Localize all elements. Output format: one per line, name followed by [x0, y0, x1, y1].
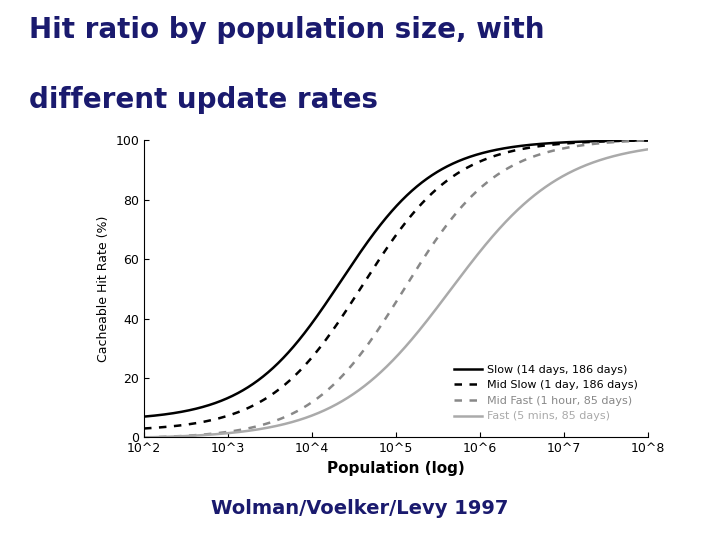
Slow (14 days, 186 days) — [343, 267, 352, 274]
Text: Wolman/Voelker/Levy 1997: Wolman/Voelker/Levy 1997 — [211, 500, 509, 518]
Slow (14 days, 186 days) — [191, 406, 199, 412]
Mid Slow (1 day, 186 days) — [541, 142, 550, 149]
Legend: Slow (14 days, 186 days), Mid Slow (1 day, 186 days), Mid Fast (1 hour, 85 days): Slow (14 days, 186 days), Mid Slow (1 da… — [449, 360, 642, 426]
Fast (5 mins, 85 days) — [644, 146, 652, 152]
Slow (14 days, 186 days) — [361, 241, 370, 247]
Mid Fast (1 hour, 85 days) — [343, 367, 352, 373]
Line: Fast (5 mins, 85 days): Fast (5 mins, 85 days) — [144, 149, 648, 437]
Fast (5 mins, 85 days) — [191, 433, 199, 439]
Slow (14 days, 186 days) — [486, 148, 495, 154]
Mid Fast (1 hour, 85 days) — [533, 152, 541, 159]
Mid Fast (1 hour, 85 days) — [191, 432, 199, 438]
Fast (5 mins, 85 days) — [541, 184, 550, 190]
Text: Hit ratio by population size, with: Hit ratio by population size, with — [29, 16, 544, 44]
Fast (5 mins, 85 days) — [343, 394, 352, 401]
Mid Slow (1 day, 186 days) — [361, 276, 370, 283]
Line: Mid Slow (1 day, 186 days): Mid Slow (1 day, 186 days) — [144, 140, 648, 429]
Mid Fast (1 hour, 85 days) — [140, 434, 148, 441]
Mid Slow (1 day, 186 days) — [644, 137, 652, 144]
Fast (5 mins, 85 days) — [361, 382, 370, 388]
Line: Mid Fast (1 hour, 85 days): Mid Fast (1 hour, 85 days) — [144, 140, 648, 437]
Mid Slow (1 day, 186 days) — [533, 143, 541, 150]
Y-axis label: Cacheable Hit Rate (%): Cacheable Hit Rate (%) — [96, 215, 109, 362]
Slow (14 days, 186 days) — [644, 137, 652, 144]
Slow (14 days, 186 days) — [533, 141, 541, 147]
Fast (5 mins, 85 days) — [140, 434, 148, 441]
Mid Fast (1 hour, 85 days) — [644, 137, 652, 144]
Mid Fast (1 hour, 85 days) — [486, 177, 495, 183]
Slow (14 days, 186 days) — [541, 140, 550, 147]
Fast (5 mins, 85 days) — [486, 236, 495, 242]
X-axis label: Population (log): Population (log) — [327, 461, 465, 476]
Line: Slow (14 days, 186 days): Slow (14 days, 186 days) — [144, 140, 648, 417]
Mid Fast (1 hour, 85 days) — [361, 344, 370, 350]
Mid Fast (1 hour, 85 days) — [541, 149, 550, 156]
Mid Slow (1 day, 186 days) — [140, 426, 148, 432]
Fast (5 mins, 85 days) — [533, 190, 541, 197]
Mid Slow (1 day, 186 days) — [191, 420, 199, 427]
Slow (14 days, 186 days) — [140, 414, 148, 420]
Mid Slow (1 day, 186 days) — [486, 154, 495, 161]
Text: different update rates: different update rates — [29, 86, 378, 114]
Mid Slow (1 day, 186 days) — [343, 305, 352, 311]
